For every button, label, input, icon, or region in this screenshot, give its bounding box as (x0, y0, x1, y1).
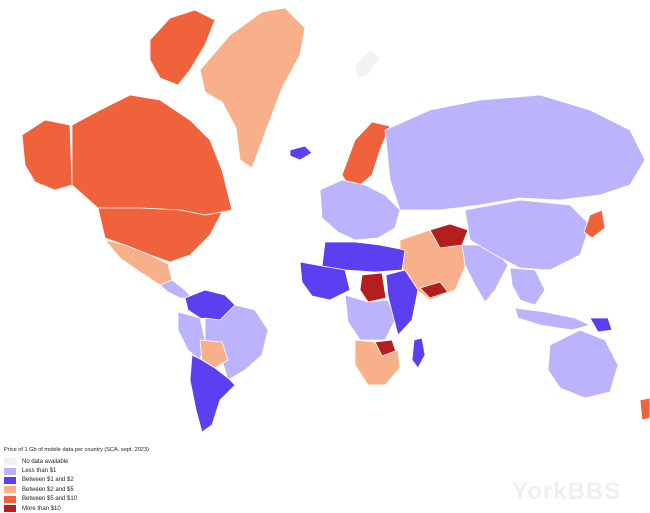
legend-swatch (4, 486, 16, 494)
region-west-africa[interactable] (299, 261, 351, 301)
watermark: YorkBBS (512, 478, 622, 505)
legend-swatch (4, 467, 16, 475)
region-japan[interactable] (583, 209, 606, 239)
region-east-africa[interactable] (385, 269, 419, 336)
region-southern-africa[interactable] (354, 339, 401, 386)
region-bolivia[interactable] (199, 339, 229, 369)
map-legend: Price of 1 Gb of mobile data per country… (4, 447, 149, 513)
region-china[interactable] (464, 199, 591, 271)
region-australia[interactable] (547, 329, 619, 399)
region-russia[interactable] (384, 94, 646, 211)
legend-items: No data available Less than $1 Between $1 … (4, 457, 149, 513)
legend-swatch (4, 476, 16, 484)
region-alaska[interactable] (21, 119, 73, 191)
region-madagascar[interactable] (411, 337, 426, 369)
legend-swatch (4, 495, 16, 503)
region-svalbard[interactable] (354, 49, 381, 79)
region-central-america[interactable] (159, 279, 193, 299)
legend-label: Between $5 and $10 (22, 496, 78, 503)
legend-label: Less than $1 (22, 468, 57, 475)
legend-item: Less than $1 (4, 466, 149, 475)
region-papua[interactable] (589, 317, 613, 333)
legend-label: No data available (22, 458, 69, 465)
legend-item: More than $10 (4, 504, 149, 513)
region-indonesia[interactable] (514, 307, 591, 331)
region-greenland[interactable] (199, 7, 306, 169)
region-turkmenistan[interactable] (429, 223, 469, 249)
region-southeast-asia[interactable] (509, 267, 546, 306)
region-new-zealand[interactable] (639, 397, 650, 421)
world-map (21, 7, 650, 433)
legend-label: More than $10 (22, 505, 61, 512)
region-yemen[interactable] (419, 281, 449, 299)
legend-item: No data available (4, 457, 149, 466)
region-central-africa[interactable] (344, 294, 396, 341)
region-argentina-chile[interactable] (189, 354, 236, 433)
region-canada[interactable] (71, 94, 233, 216)
region-scandinavia[interactable] (341, 121, 391, 189)
region-europe[interactable] (319, 179, 401, 241)
legend-title: Price of 1 Gb of mobile data per country… (4, 447, 149, 453)
region-sahel[interactable] (321, 241, 406, 273)
legend-item: Between $1 and $2 (4, 476, 149, 485)
legend-label: Between $2 and $5 (22, 486, 74, 493)
region-iceland[interactable] (289, 145, 313, 161)
legend-swatch (4, 505, 16, 513)
legend-swatch (4, 458, 16, 466)
legend-item: Between $2 and $5 (4, 485, 149, 494)
legend-label: Between $1 and $2 (22, 477, 74, 484)
legend-item: Between $5 and $10 (4, 495, 149, 504)
region-canada-arctic-islands[interactable] (149, 9, 216, 86)
region-sudan[interactable] (359, 272, 387, 303)
